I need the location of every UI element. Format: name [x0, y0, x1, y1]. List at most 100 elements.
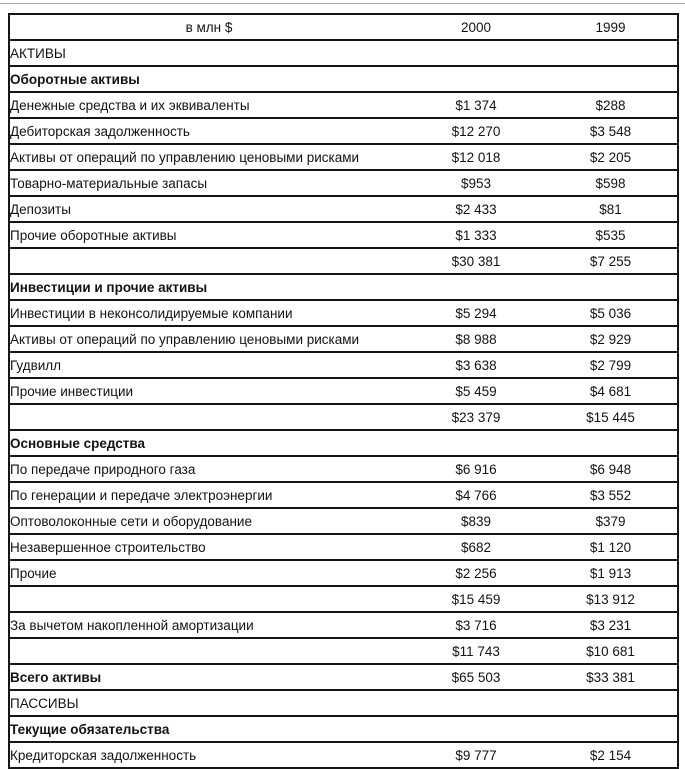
value-1999 — [544, 429, 678, 457]
value-1999: $2 929 — [544, 325, 678, 353]
value-2000: $682 — [408, 533, 544, 561]
value-1999: $3 552 — [544, 481, 678, 509]
value-1999: $6 948 — [544, 455, 678, 483]
table-row: Активы от операций по управлению ценовым… — [9, 325, 678, 353]
value-1999: $3 231 — [544, 611, 678, 639]
table-row: Всего активы $65 503 $33 381 — [9, 663, 678, 691]
value-1999: $7 255 — [544, 247, 678, 275]
table-row: $11 743 $10 681 — [9, 637, 678, 665]
table-row: Дебиторская задолженность $12 270 $3 548 — [9, 117, 678, 145]
value-1999: $15 445 — [544, 403, 678, 431]
value-1999: $379 — [544, 507, 678, 535]
value-2000 — [408, 429, 544, 457]
table-header-row: в млн $ 2000 1999 — [9, 13, 678, 41]
value-2000: $2 433 — [408, 195, 544, 223]
value-2000: $30 381 — [408, 247, 544, 275]
table-row: Активы от операций по управлению ценовым… — [9, 143, 678, 171]
value-1999: $1 913 — [544, 559, 678, 587]
row-label: По генерации и передаче электроэнергии — [9, 481, 408, 509]
table-row: Инвестиции в неконсолидируемые компании … — [9, 299, 678, 327]
row-label: Основные средства — [9, 429, 408, 457]
value-1999: $598 — [544, 169, 678, 197]
value-1999: $288 — [544, 91, 678, 119]
value-1999: $2 205 — [544, 143, 678, 171]
table-row: Кредиторская задолженность $9 777 $2 154 — [9, 741, 678, 769]
row-label: За вычетом накопленной амортизации — [9, 611, 408, 639]
row-label: Товарно-материальные запасы — [9, 169, 408, 197]
value-2000: $5 459 — [408, 377, 544, 405]
header-year-2000: 2000 — [408, 13, 544, 41]
value-1999: $81 — [544, 195, 678, 223]
value-1999 — [544, 65, 678, 93]
table-row: АКТИВЫ — [9, 39, 678, 67]
table-row: Незавершенное строительство $682 $1 120 — [9, 533, 678, 561]
value-2000: $3 716 — [408, 611, 544, 639]
value-1999 — [544, 715, 678, 743]
row-label: Депозиты — [9, 195, 408, 223]
table-row: Прочие $2 256 $1 913 — [9, 559, 678, 587]
value-2000: $3 638 — [408, 351, 544, 379]
row-label: Дебиторская задолженность — [9, 117, 408, 145]
row-label — [9, 585, 408, 613]
value-1999 — [544, 273, 678, 301]
row-label: Оптоволоконные сети и оборудование — [9, 507, 408, 535]
row-label: Оборотные активы — [9, 65, 408, 93]
table-row: По генерации и передаче электроэнергии $… — [9, 481, 678, 509]
value-2000: $12 270 — [408, 117, 544, 145]
value-2000: $23 379 — [408, 403, 544, 431]
header-units: в млн $ — [9, 13, 408, 41]
table-row: Денежные средства и их эквиваленты $1 37… — [9, 91, 678, 119]
value-2000: $15 459 — [408, 585, 544, 613]
row-label — [9, 403, 408, 431]
table-row: По передаче природного газа $6 916 $6 94… — [9, 455, 678, 483]
value-2000: $5 294 — [408, 299, 544, 327]
table-row: Гудвилл $3 638 $2 799 — [9, 351, 678, 379]
row-label: ПАССИВЫ — [9, 689, 408, 717]
row-label: Гудвилл — [9, 351, 408, 379]
value-1999: $1 120 — [544, 533, 678, 561]
value-2000: $6 916 — [408, 455, 544, 483]
value-2000: $65 503 — [408, 663, 544, 691]
table-row: Прочие инвестиции $5 459 $4 681 — [9, 377, 678, 405]
table-row: Инвестиции и прочие активы — [9, 273, 678, 301]
row-label: По передаче природного газа — [9, 455, 408, 483]
row-label: Незавершенное строительство — [9, 533, 408, 561]
value-2000 — [408, 39, 544, 67]
value-2000: $4 766 — [408, 481, 544, 509]
value-1999: $2 799 — [544, 351, 678, 379]
value-1999: $4 681 — [544, 377, 678, 405]
table-row: $15 459 $13 912 — [9, 585, 678, 613]
value-2000 — [408, 689, 544, 717]
value-1999 — [544, 689, 678, 717]
row-label: АКТИВЫ — [9, 39, 408, 67]
value-2000: $1 333 — [408, 221, 544, 249]
row-label: Прочие оборотные активы — [9, 221, 408, 249]
value-1999: $33 381 — [544, 663, 678, 691]
value-1999: $5 036 — [544, 299, 678, 327]
table-row: За вычетом накопленной амортизации $3 71… — [9, 611, 678, 639]
balance-sheet-table: в млн $ 2000 1999 АКТИВЫ Оборотные актив… — [8, 13, 679, 769]
value-2000: $11 743 — [408, 637, 544, 665]
value-2000: $953 — [408, 169, 544, 197]
table-row: Депозиты $2 433 $81 — [9, 195, 678, 223]
row-label: Инвестиции и прочие активы — [9, 273, 408, 301]
value-2000 — [408, 715, 544, 743]
header-year-1999: 1999 — [544, 13, 678, 41]
table-row: Основные средства — [9, 429, 678, 457]
row-label: Прочие — [9, 559, 408, 587]
value-2000: $839 — [408, 507, 544, 535]
table-row: $30 381 $7 255 — [9, 247, 678, 275]
table-row: Товарно-материальные запасы $953 $598 — [9, 169, 678, 197]
value-1999: $535 — [544, 221, 678, 249]
value-2000: $8 988 — [408, 325, 544, 353]
row-label: Активы от операций по управлению ценовым… — [9, 143, 408, 171]
value-2000: $1 374 — [408, 91, 544, 119]
value-1999: $3 548 — [544, 117, 678, 145]
value-1999: $10 681 — [544, 637, 678, 665]
value-1999 — [544, 39, 678, 67]
row-label: Кредиторская задолженность — [9, 741, 408, 769]
table-row: ПАССИВЫ — [9, 689, 678, 717]
row-label — [9, 637, 408, 665]
value-2000: $9 777 — [408, 741, 544, 769]
table-row: $23 379 $15 445 — [9, 403, 678, 431]
